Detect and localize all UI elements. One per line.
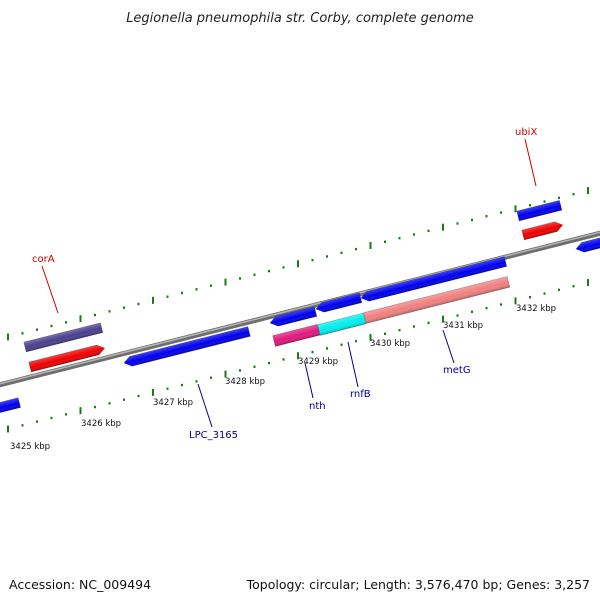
gene-label-metG: metG (443, 365, 471, 376)
cog-block-pink-shade (272, 324, 320, 347)
cds-block-shade (361, 256, 507, 302)
rna-block (28, 344, 106, 373)
leader-ubiX (524, 138, 537, 187)
cds-block (516, 200, 563, 222)
tick-label: 3427 kbp (153, 398, 193, 408)
cog-block-salmon-shade (363, 276, 510, 324)
leader-nth (304, 362, 314, 399)
map-title: Legionella pneumophila str. Corby, compl… (126, 11, 474, 26)
genome-backbone-highlight (0, 231, 600, 385)
tick-label: 3431 kbp (443, 321, 483, 331)
feature-blocks (0, 200, 600, 414)
gene-label-corA: corA (32, 254, 55, 265)
genome-summary-text: Topology: circular; Length: 3,576,470 bp… (246, 577, 590, 592)
cog-block-salmon (363, 276, 511, 324)
accession-text: Accession: NC_009494 (9, 577, 152, 592)
cds-block (0, 397, 21, 414)
leader-rnfB (347, 341, 359, 388)
cds-block-shade (316, 292, 362, 313)
tick-label: 3425 kbp (10, 442, 50, 452)
cds-block (360, 256, 508, 302)
tick-label: 3430 kbp (370, 339, 410, 349)
tick-label: 3432 kbp (516, 304, 556, 314)
tick-label: 3429 kbp (298, 357, 338, 367)
rna-block-shade (521, 221, 563, 240)
lower-tick-row (7, 279, 589, 433)
cds-block (269, 306, 318, 327)
cds-block (123, 326, 251, 367)
rna-block-shade (28, 345, 105, 372)
cog-block-purple-shade (23, 322, 103, 352)
gene-label-rnfB: rnfB (350, 389, 371, 400)
cds-block (575, 236, 600, 253)
leader-metG (442, 329, 455, 364)
cds-block-shade (0, 397, 21, 413)
cog-block-pink (272, 324, 321, 347)
cds-block-shade (124, 326, 251, 367)
leader-corA (41, 265, 59, 314)
cog-block-cyan (317, 312, 367, 336)
tick-label: 3428 kbp (225, 377, 265, 387)
cds-block-shade (576, 236, 600, 253)
label-leaders (41, 138, 537, 428)
tick-label: 3426 kbp (81, 419, 121, 429)
rna-block (521, 221, 564, 241)
gene-label-LPC_3165: LPC_3165 (189, 430, 238, 441)
gene-label-ubiX: ubiX (515, 127, 537, 138)
leader-LPC_3165 (197, 383, 213, 428)
cds-block (315, 292, 363, 313)
cds-block-shade (270, 306, 317, 327)
cds-block-shade (516, 200, 562, 221)
upper-tick-row (7, 187, 589, 341)
cog-block-purple (23, 322, 104, 353)
gene-label-nth: nth (309, 401, 326, 412)
cog-block-cyan-shade (317, 313, 366, 336)
